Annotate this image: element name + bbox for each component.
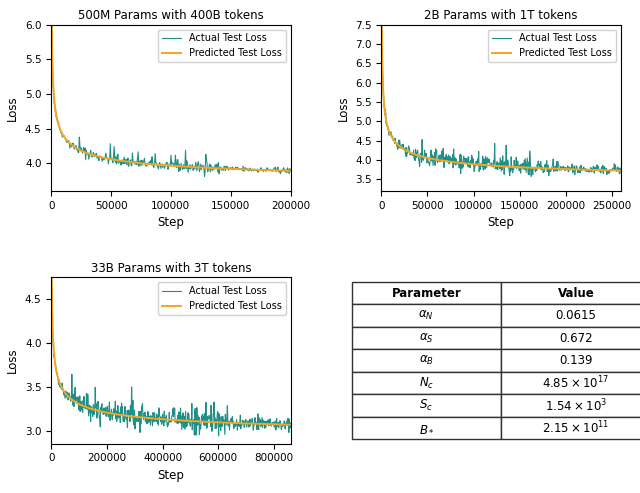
Title: 2B Params with 1T tokens: 2B Params with 1T tokens	[424, 9, 578, 22]
Title: 33B Params with 3T tokens: 33B Params with 3T tokens	[90, 262, 251, 275]
Legend: Actual Test Loss, Predicted Test Loss: Actual Test Loss, Predicted Test Loss	[158, 30, 285, 62]
X-axis label: Step: Step	[488, 216, 515, 229]
Actual Test Loss	[234, 166, 242, 172]
Predicted Test Loss	[587, 167, 595, 173]
Predicted Test Loss	[86, 151, 94, 157]
Predicted Test Loss	[397, 144, 405, 150]
Predicted Test Loss	[445, 159, 453, 165]
Predicted Test Loss	[287, 168, 294, 174]
Y-axis label: Loss: Loss	[337, 95, 349, 121]
Actual Test Loss	[445, 161, 453, 167]
Actual Test Loss	[413, 150, 421, 156]
Actual Test Loss	[184, 421, 191, 426]
Legend: Actual Test Loss, Predicted Test Loss: Actual Test Loss, Predicted Test Loss	[488, 30, 616, 62]
Predicted Test Loss	[184, 418, 191, 424]
Predicted Test Loss	[561, 166, 568, 172]
Actual Test Loss	[378, 23, 386, 29]
Predicted Test Loss	[413, 152, 421, 158]
Predicted Test Loss	[48, 275, 56, 281]
Actual Test Loss	[111, 155, 118, 161]
Actual Test Loss	[588, 166, 595, 172]
Predicted Test Loss	[496, 163, 504, 169]
Actual Test Loss	[397, 144, 405, 150]
Actual Test Loss	[215, 433, 223, 439]
Actual Test Loss	[287, 168, 294, 174]
Actual Test Loss	[51, 108, 59, 114]
Y-axis label: Loss: Loss	[6, 348, 19, 373]
Actual Test Loss	[50, 86, 58, 92]
Actual Test Loss	[201, 174, 209, 179]
Predicted Test Loss	[287, 422, 294, 428]
Line: Predicted Test Loss: Predicted Test Loss	[52, 25, 291, 171]
Line: Actual Test Loss: Actual Test Loss	[52, 278, 291, 436]
Actual Test Loss	[287, 420, 294, 426]
Actual Test Loss	[561, 167, 568, 173]
Actual Test Loss	[86, 150, 94, 156]
Actual Test Loss	[62, 388, 70, 394]
Actual Test Loss	[51, 362, 59, 368]
Predicted Test Loss	[90, 407, 97, 413]
Predicted Test Loss	[111, 157, 118, 163]
Y-axis label: Loss: Loss	[6, 95, 19, 121]
Actual Test Loss	[286, 425, 294, 431]
Line: Predicted Test Loss: Predicted Test Loss	[52, 278, 291, 425]
Predicted Test Loss	[51, 106, 59, 112]
Actual Test Loss	[496, 166, 504, 172]
Actual Test Loss	[48, 21, 56, 27]
Line: Actual Test Loss: Actual Test Loss	[52, 24, 291, 176]
Predicted Test Loss	[234, 166, 241, 172]
X-axis label: Step: Step	[157, 469, 184, 482]
Actual Test Loss	[48, 275, 56, 281]
Legend: Actual Test Loss, Predicted Test Loss: Actual Test Loss, Predicted Test Loss	[158, 282, 285, 315]
Predicted Test Loss	[50, 86, 58, 92]
Title: 500M Params with 400B tokens: 500M Params with 400B tokens	[78, 9, 264, 22]
Predicted Test Loss	[222, 420, 230, 425]
Line: Predicted Test Loss: Predicted Test Loss	[382, 29, 621, 171]
X-axis label: Step: Step	[157, 216, 184, 229]
Predicted Test Loss	[617, 168, 625, 174]
Line: Actual Test Loss: Actual Test Loss	[382, 26, 621, 176]
Predicted Test Loss	[51, 360, 59, 366]
Predicted Test Loss	[378, 26, 386, 32]
Predicted Test Loss	[286, 422, 294, 427]
Predicted Test Loss	[62, 391, 70, 397]
Actual Test Loss	[617, 168, 625, 174]
Actual Test Loss	[223, 422, 230, 427]
Actual Test Loss	[527, 174, 535, 179]
Predicted Test Loss	[266, 167, 273, 173]
Predicted Test Loss	[48, 22, 56, 28]
Actual Test Loss	[266, 167, 274, 173]
Actual Test Loss	[90, 402, 97, 408]
